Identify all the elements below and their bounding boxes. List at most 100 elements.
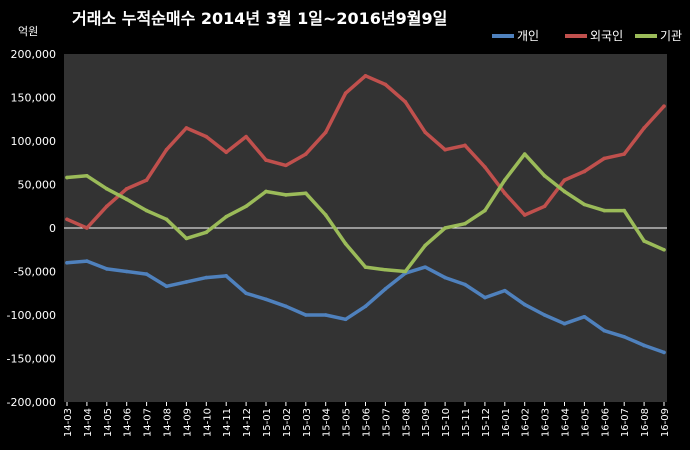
data-point (164, 217, 169, 222)
data-point (184, 236, 189, 241)
data-point (124, 197, 129, 202)
data-point (65, 217, 69, 222)
data-point (383, 267, 388, 272)
y-axis: 200,000 150,000 100,000 50,000 0 -50,000 -100,… (7, 48, 667, 409)
data-point (164, 284, 169, 289)
data-point (562, 321, 567, 326)
data-point (582, 202, 587, 207)
data-point (323, 213, 328, 217)
x-tick-label: 15-08 (401, 408, 412, 437)
data-point (542, 174, 547, 178)
data-point (65, 175, 69, 180)
x-tick-label: 16-03 (541, 408, 552, 437)
x-tick-label: 16-04 (561, 408, 572, 437)
data-point (383, 287, 388, 291)
data-point (264, 158, 268, 162)
data-point (562, 189, 567, 194)
series-layer (65, 73, 666, 355)
legend-label: 외국인 (590, 29, 623, 43)
data-point (264, 189, 268, 194)
x-tick-label: 16-02 (521, 408, 532, 437)
x-tick-label: 16-05 (580, 408, 591, 437)
data-point (304, 313, 308, 317)
y-tick-label: 0 (49, 222, 56, 235)
data-point (483, 165, 487, 169)
y-tick-label: -50,000 (14, 266, 56, 279)
data-point (343, 317, 348, 322)
data-point (343, 91, 348, 95)
x-tick-label: 14-07 (143, 408, 154, 437)
data-point (204, 230, 209, 235)
data-point (85, 226, 89, 230)
data-point (642, 239, 646, 243)
data-point (443, 275, 447, 280)
x-tick-label: 15-12 (481, 408, 492, 437)
series-2 (65, 73, 666, 230)
data-point (204, 275, 209, 280)
data-point (144, 208, 149, 213)
data-point (124, 269, 129, 274)
y-tick-label: 200,000 (11, 48, 57, 61)
x-tick-label: 14-10 (202, 408, 213, 437)
x-tick-label: 14-03 (63, 408, 74, 437)
data-point (662, 104, 666, 108)
y-tick-label: 150,000 (11, 92, 57, 105)
x-tick-label: 15-07 (381, 408, 392, 437)
data-point (323, 130, 328, 135)
x-tick-label: 15-11 (461, 408, 472, 437)
data-point (662, 350, 666, 355)
x-tick-label: 15-09 (421, 408, 432, 437)
data-point (622, 208, 626, 213)
data-point (124, 187, 129, 191)
data-point (423, 265, 428, 269)
x-axis: 14-03 14-04 14-05 14-06 14-07 14-08 14-09 14-10… (63, 402, 671, 437)
x-tick-label: 16-06 (600, 408, 611, 437)
data-point (463, 221, 467, 226)
data-point (522, 152, 527, 156)
data-point (284, 193, 288, 197)
data-point (503, 191, 507, 195)
data-point (642, 343, 646, 348)
data-point (284, 304, 288, 309)
data-point (184, 126, 189, 130)
data-point (483, 295, 487, 300)
x-tick-label: 15-01 (262, 408, 273, 437)
data-point (144, 272, 149, 276)
data-point (184, 280, 189, 284)
x-tick-label: 15-03 (302, 408, 313, 437)
data-point (284, 163, 288, 168)
data-point (642, 126, 646, 130)
data-point (304, 191, 308, 195)
series-3 (65, 152, 666, 274)
y-tick-label: -100,000 (7, 309, 56, 322)
data-point (343, 241, 348, 246)
x-tick-label: 15-02 (282, 408, 293, 437)
data-point (105, 267, 109, 271)
data-point (224, 214, 228, 219)
data-point (463, 282, 467, 287)
data-point (204, 134, 209, 139)
y-tick-label: -200,000 (7, 396, 56, 409)
data-point (503, 178, 507, 182)
x-tick-label: 14-09 (182, 408, 193, 437)
y-tick-label: -150,000 (7, 353, 56, 366)
y-tick-label: 100,000 (11, 135, 57, 148)
data-point (244, 134, 248, 139)
data-point (522, 213, 527, 217)
data-point (224, 274, 228, 278)
data-point (522, 302, 527, 307)
data-point (483, 208, 487, 213)
x-tick-label: 14-11 (222, 408, 233, 437)
data-point (224, 150, 228, 155)
x-tick-label: 14-12 (242, 408, 253, 437)
unit-label: 억원 (18, 25, 38, 38)
x-tick-label: 15-10 (441, 408, 452, 437)
data-point (602, 328, 607, 333)
y-tick-label: 50,000 (18, 179, 57, 192)
data-point (423, 243, 428, 248)
data-point (85, 259, 89, 263)
data-point (244, 204, 248, 209)
data-point (562, 178, 567, 182)
